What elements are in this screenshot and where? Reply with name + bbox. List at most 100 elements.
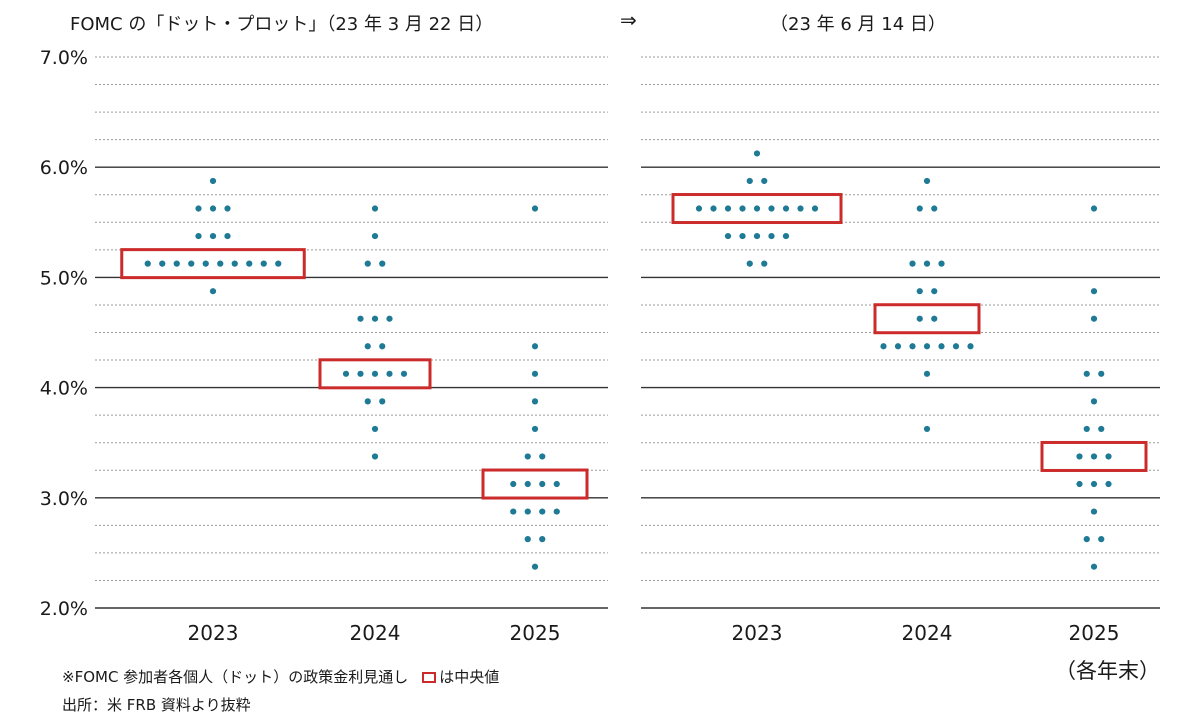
participant-dot (275, 260, 282, 267)
participant-dot (739, 232, 746, 240)
participant-dot (894, 343, 902, 350)
x-tick-label: 2024 (902, 621, 953, 645)
participant-dot (967, 343, 974, 350)
participant-dot (357, 370, 364, 377)
participant-dot (761, 177, 768, 185)
footnote-legend: ※FOMC 参加者各個人（ドット）の政策金利見通し は中央値 (62, 666, 499, 687)
participant-dot (880, 343, 887, 350)
participant-dot (1090, 453, 1098, 460)
participant-dot (923, 177, 931, 185)
participant-dot (379, 260, 386, 267)
participant-dot (1098, 425, 1105, 433)
source-note: 出所：米 FRB 資料より抜粋 (62, 696, 251, 714)
participant-dot (386, 315, 393, 322)
participant-dot (1083, 425, 1090, 433)
participant-dot (923, 425, 931, 433)
participant-dot (938, 260, 945, 267)
chart-title-left: FOMC の「ドット・プロット」（23 年 3 月 22 日） (70, 14, 494, 35)
y-tick-label: 5.0% (40, 267, 88, 289)
participant-dot (524, 453, 531, 460)
participant-dot (371, 205, 379, 212)
participant-dot (1098, 536, 1105, 543)
median-box (120, 248, 306, 280)
participant-dot (524, 480, 531, 488)
participant-dot (768, 205, 775, 212)
participant-dot (811, 205, 819, 212)
participant-dot (364, 398, 371, 405)
dot-plot-march: 7.0% 6.0% 5.0% 4.0% 3.0% 2.0% 2023 2024 2025 (40, 47, 608, 645)
participant-dot (531, 425, 539, 433)
participant-dot (531, 343, 539, 350)
participant-dot (379, 398, 386, 405)
participant-dot (357, 315, 364, 322)
median-box (481, 468, 589, 500)
y-tick-label: 7.0% (40, 47, 88, 69)
participant-dot (531, 370, 539, 377)
participant-dot (1090, 563, 1098, 570)
participant-dot (144, 260, 151, 267)
participant-dot (710, 205, 717, 212)
chart-title-right: （23 年 6 月 14 日） (770, 14, 946, 35)
participant-dot (1105, 453, 1112, 460)
x-tick-label: 2023 (732, 621, 783, 645)
median-legend-label: は中央値 (439, 668, 500, 686)
median-box-legend-icon (422, 672, 437, 683)
participant-dot (909, 343, 916, 350)
participant-dot (739, 205, 746, 212)
participant-dot (724, 232, 732, 240)
participant-dot (761, 260, 768, 267)
x-tick-label: 2025 (510, 621, 561, 645)
participant-dot (1076, 453, 1083, 460)
participant-dot (195, 205, 202, 212)
participant-dot (1090, 315, 1098, 322)
participant-dot (923, 343, 931, 350)
participant-dot (931, 205, 938, 212)
participant-dot (923, 260, 931, 267)
participant-dot (916, 315, 923, 322)
y-tick-label: 3.0% (40, 488, 88, 510)
participant-dot (952, 343, 960, 350)
participant-dot (188, 260, 195, 267)
participant-dot (782, 232, 790, 240)
participant-dot (246, 260, 253, 267)
participant-dot (782, 205, 790, 212)
participant-dot (371, 453, 379, 460)
x-tick-label: 2025 (1069, 621, 1120, 645)
participant-dot (931, 288, 938, 295)
participant-dot (553, 508, 560, 515)
median-box (1040, 440, 1148, 472)
participant-dot (916, 205, 923, 212)
participant-dot (371, 370, 379, 377)
participant-dot (159, 260, 166, 267)
participant-dot (364, 260, 371, 267)
participant-dot (510, 508, 517, 515)
participant-dot (173, 260, 180, 267)
participant-dot (909, 260, 916, 267)
participant-dot (923, 370, 931, 377)
participant-dot (231, 260, 238, 267)
participant-dot (1105, 480, 1112, 488)
participant-dot (209, 177, 217, 185)
participant-dot (1083, 370, 1090, 377)
y-tick-label: 6.0% (40, 157, 88, 179)
participant-dot (938, 343, 945, 350)
median-box (318, 358, 432, 390)
participant-dot (916, 288, 923, 295)
participant-dot (202, 260, 209, 267)
participant-dot (931, 315, 938, 322)
participant-dot (209, 232, 217, 240)
participant-dot (364, 343, 371, 350)
participant-dot (531, 205, 539, 212)
participant-dot (209, 205, 217, 212)
median-box (873, 303, 981, 335)
participant-dot (753, 205, 761, 212)
participant-dot (531, 398, 539, 405)
participant-dot (1090, 480, 1098, 488)
participant-dot (342, 370, 350, 377)
participant-dot (753, 232, 761, 240)
arrow-icon: ⇒ (620, 8, 637, 32)
participant-dot (524, 536, 531, 543)
dot-plot-june: 2023 2024 2025 (641, 56, 1160, 645)
participant-dot (695, 205, 703, 212)
